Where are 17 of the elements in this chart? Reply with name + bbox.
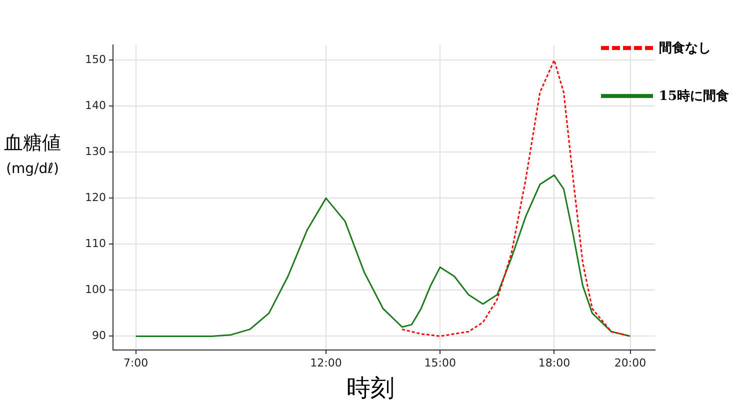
x-tick-label: 12:00 [310,356,342,370]
y-axis-title: 血糖値 (mg/dℓ) [4,131,61,180]
legend-label: 間食なし [658,40,711,57]
x-tick-label: 7:00 [123,356,148,370]
y-tick-label: 120 [85,191,106,204]
y-tick-label: 150 [85,53,106,66]
y-tick-label: 110 [85,237,106,250]
x-tick-label: 15:00 [424,356,456,370]
y-tick-label: 100 [85,283,106,296]
y-tick-label: 90 [92,329,106,342]
y-tick-label: 140 [85,99,106,112]
x-axis-title: 時刻 [346,373,396,404]
x-tick-label: 20:00 [614,356,646,370]
y-tick-label: 130 [85,145,106,158]
legend-label: 15時に間食 [658,88,729,105]
x-tick-label: 18:00 [538,356,570,370]
line-series [401,59,632,337]
